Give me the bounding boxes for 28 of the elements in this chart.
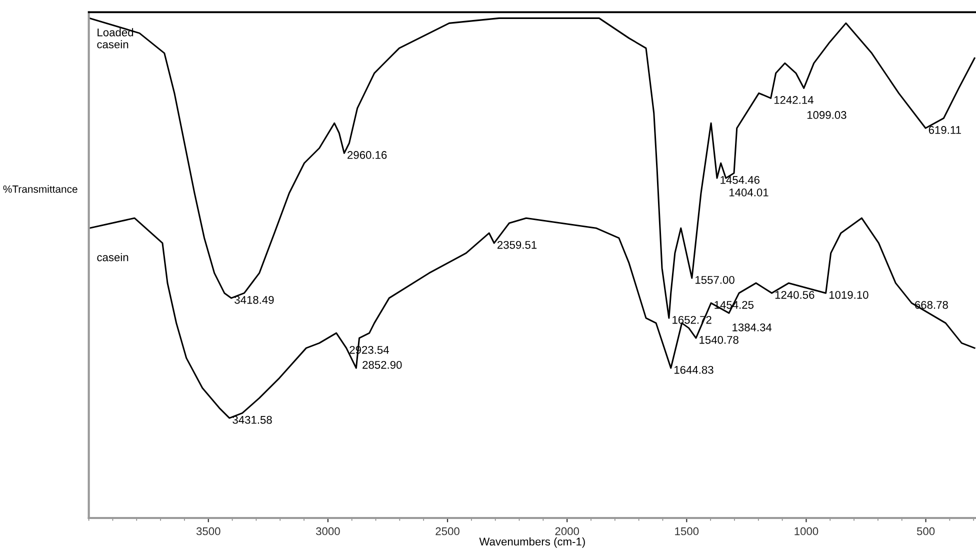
annotation: 668.78	[915, 300, 948, 309]
x-tick-label: 3000	[316, 527, 340, 536]
annotation: 1099.03	[807, 111, 846, 119]
y-axis-title: %Transmittance	[3, 185, 78, 193]
annotation: 3418.49	[234, 296, 274, 304]
annotation: 2852.90	[362, 360, 402, 369]
annotation: 1240.56	[775, 290, 814, 299]
annotation: 3431.58	[232, 416, 272, 424]
annotation: 2359.51	[497, 240, 537, 249]
annotation: 1454.46	[720, 176, 760, 184]
x-tick-label: 1000	[794, 527, 818, 536]
text: casein	[97, 253, 128, 262]
annotation: 1540.78	[700, 336, 738, 344]
x-tick-label: 3500	[196, 527, 220, 536]
annotation: 1644.83	[674, 366, 714, 374]
x-axis-title: Wavenumbers (cm-1)	[479, 537, 585, 548]
x-tick-label: 500	[916, 527, 935, 536]
annotation: 1384.34	[732, 323, 772, 332]
annotation: 1019.10	[829, 290, 868, 299]
annotation: 1242.14	[774, 96, 814, 104]
annotation: 619.11	[928, 126, 961, 134]
x-tick-label: 1500	[675, 527, 699, 536]
x-tick-label: 2000	[555, 527, 580, 536]
annotation: 2960.16	[348, 151, 387, 159]
annotation: 1404.01	[729, 188, 768, 196]
series-label: Loaded casein	[97, 28, 134, 48]
x-tick-label: 2500	[436, 527, 460, 536]
annotation: 1557.00	[696, 276, 734, 284]
